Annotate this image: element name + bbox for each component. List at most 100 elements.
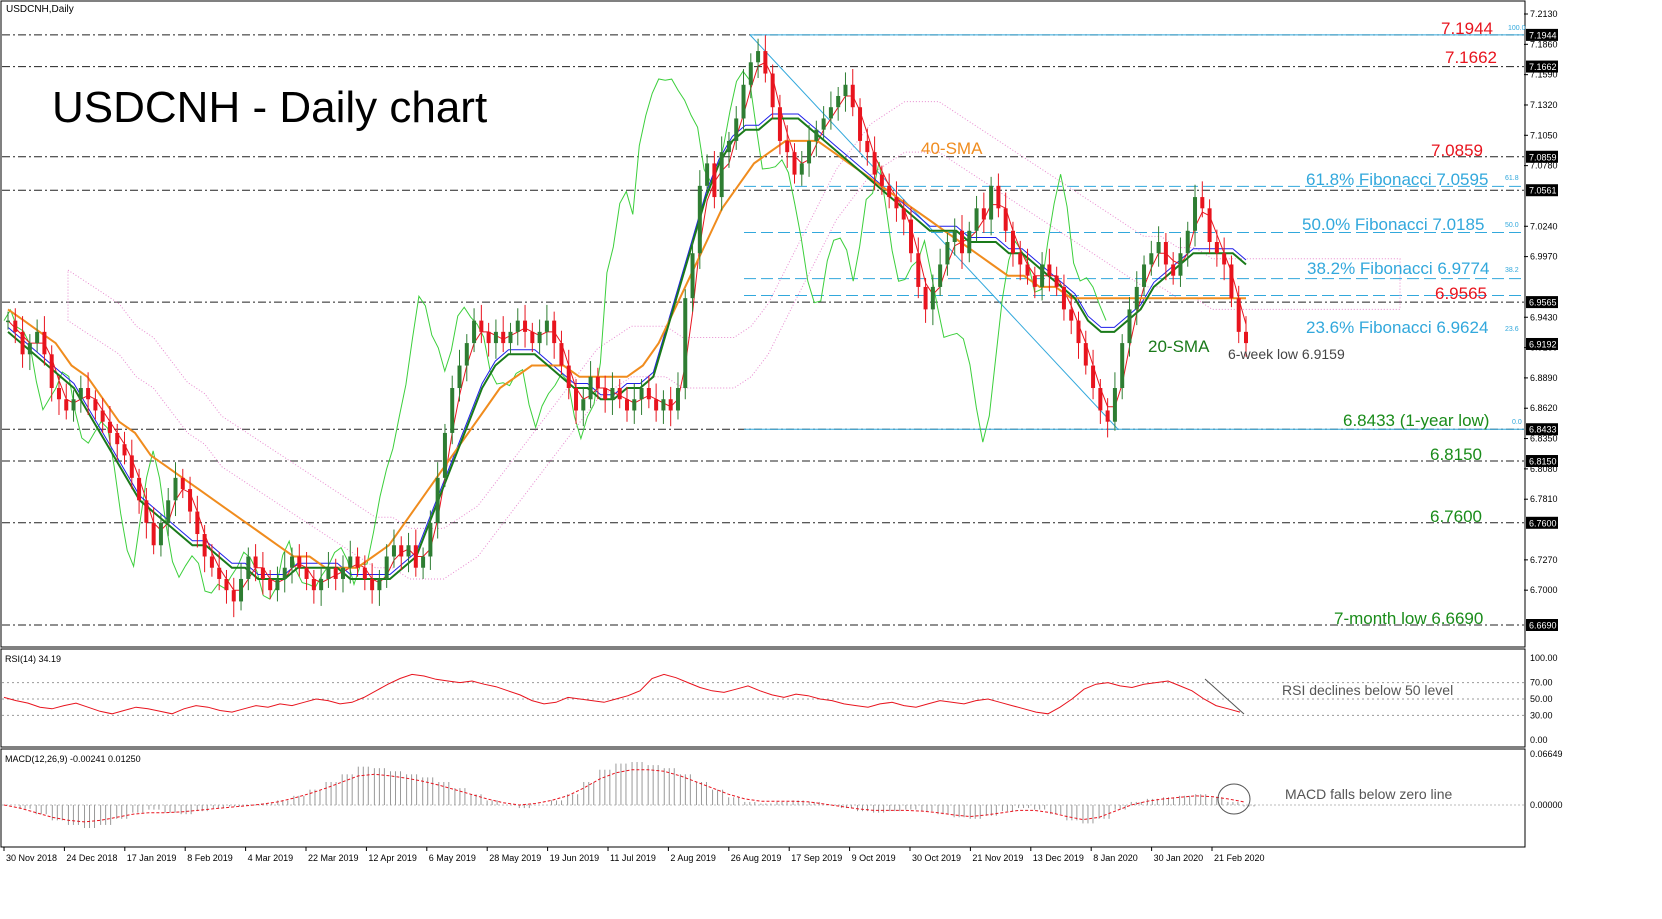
candle-body	[836, 95, 841, 108]
price-tags: 7.1944 7.1662 7.0859 7.0561 6.9565 6.9192 6.84…	[1526, 28, 1558, 631]
symbol-label: USDCNH,Daily	[6, 4, 74, 15]
y-tick-label: 6.7270	[1530, 555, 1558, 565]
candle-body	[1025, 264, 1030, 276]
x-tick-label: 8 Feb 2019	[187, 853, 233, 863]
chikou-span-line	[3, 70, 1107, 600]
rsi-tick-label: 0.00	[1530, 735, 1548, 745]
main-panel-frame	[0, 0, 1526, 648]
x-tick-label: 9 Oct 2019	[852, 853, 896, 863]
candle-body	[442, 432, 447, 478]
fib-tag-0: 0.0	[1512, 419, 1522, 426]
y-tick-label: 6.7000	[1530, 585, 1558, 595]
candle-body	[384, 556, 389, 579]
tenkan-sen-line	[7, 61, 1247, 591]
chart-title: USDCNH - Daily chart	[52, 83, 487, 132]
candle-body	[435, 477, 440, 523]
candle-body	[821, 118, 826, 130]
x-tick-label: 28 May 2019	[489, 853, 541, 863]
candle-body	[64, 399, 69, 411]
candle-body	[756, 51, 761, 63]
candle-body	[967, 230, 972, 254]
candle-body	[231, 590, 236, 602]
candle-body	[217, 567, 222, 579]
x-tick-label: 2 Aug 2019	[670, 853, 716, 863]
candle-body	[100, 410, 105, 422]
price-tag-label: 7.1662	[1529, 62, 1557, 72]
candle-body	[1054, 275, 1059, 287]
candle-body	[1236, 298, 1241, 332]
candle-body	[792, 152, 797, 175]
price-tag-label: 6.8433	[1529, 425, 1557, 435]
x-tick-label: 4 Mar 2019	[248, 853, 294, 863]
candle-body	[457, 365, 462, 389]
x-tick-label: 21 Feb 2020	[1214, 853, 1265, 863]
macd-series	[2, 762, 1524, 829]
rsi-annotation: RSI declines below 50 level	[1282, 682, 1453, 698]
candle-body	[115, 432, 120, 445]
candle-body	[595, 376, 600, 389]
candle-body	[799, 163, 804, 175]
candle-body	[625, 399, 629, 411]
candle-body	[268, 578, 273, 591]
sma40-label: 40-SMA	[921, 139, 983, 158]
candle-body	[246, 556, 251, 579]
candle-body	[981, 208, 986, 220]
price-tag-label: 6.7600	[1529, 518, 1557, 528]
candle-body	[1142, 264, 1147, 287]
candle-body	[807, 140, 812, 164]
rsi-line	[3, 673, 1241, 715]
macd-tick-label: 0.06649	[1530, 749, 1563, 759]
candle-body	[399, 545, 404, 557]
price-tag-box	[1526, 455, 1558, 468]
x-tick-label: 13 Dec 2019	[1033, 853, 1084, 863]
candle-body	[690, 253, 695, 299]
candle-body	[603, 388, 608, 400]
candle-body	[1156, 242, 1161, 254]
candle-body	[719, 152, 724, 198]
candle-body	[391, 545, 396, 557]
level-label-70859: 7.0859	[1431, 141, 1483, 160]
candle-body	[828, 107, 833, 119]
rsi-series	[2, 673, 1524, 716]
y-tick-label: 7.0240	[1530, 221, 1558, 231]
candle-body	[282, 567, 287, 579]
candle-body	[319, 578, 324, 591]
candle-body	[78, 388, 83, 400]
price-tag-label: 6.9565	[1529, 298, 1557, 308]
candle-body	[785, 140, 790, 153]
candle-body	[209, 556, 214, 568]
rsi-tick-label: 70.00	[1530, 678, 1553, 688]
candle-body	[574, 388, 579, 411]
candle-body	[1018, 253, 1023, 265]
candle-body	[850, 84, 855, 108]
candle-body	[1200, 197, 1205, 209]
candle-body	[333, 567, 338, 579]
candle-body	[959, 230, 964, 254]
candle-body	[894, 197, 899, 209]
sma20-line	[7, 117, 1247, 580]
macd-tick-label: 0.00000	[1530, 800, 1563, 810]
candle-body	[705, 163, 710, 186]
rsi-tick-label: 100.00	[1530, 653, 1558, 663]
candle-body	[56, 388, 61, 400]
fib-label-382: 38.2% Fibonacci 6.9774	[1307, 259, 1489, 278]
price-tag-box	[1526, 28, 1558, 41]
candle-body	[1076, 320, 1081, 344]
x-tick-label: 19 Jun 2019	[550, 853, 600, 863]
candle-body	[1040, 264, 1045, 287]
candle-body	[661, 399, 666, 411]
fib-tag-382: 38.2	[1505, 267, 1519, 274]
candle-body	[770, 73, 775, 108]
candle-body	[879, 174, 884, 186]
candle-body	[559, 343, 564, 366]
candle-body	[996, 185, 1001, 209]
candle-body	[290, 556, 295, 568]
fib-label-618: 61.8% Fibonacci 7.0595	[1306, 170, 1488, 189]
candle-body	[355, 556, 360, 568]
candle-body	[86, 388, 91, 400]
candle-body	[668, 399, 673, 411]
candle-body	[35, 331, 40, 344]
candle-body	[1047, 264, 1052, 276]
candle-body	[166, 500, 171, 523]
rsi-tick-label: 50.00	[1530, 694, 1553, 704]
